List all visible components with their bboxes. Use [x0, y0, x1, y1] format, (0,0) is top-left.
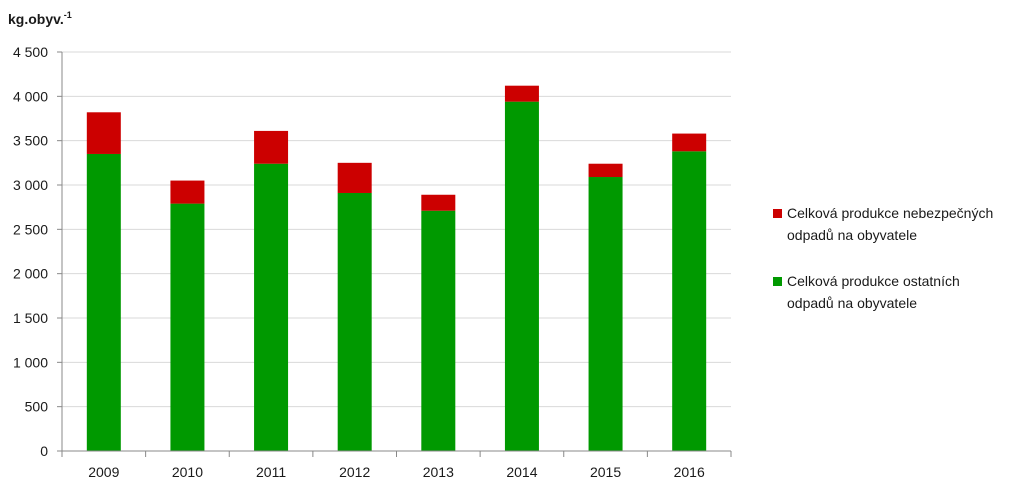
bar-hazardous-waste-2013 [421, 194, 456, 211]
bar-other-waste-2010 [170, 203, 205, 451]
x-tick-label: 2009 [88, 464, 119, 480]
bars [86, 85, 707, 452]
y-tick-label: 2 500 [13, 221, 48, 237]
bar-other-waste-2012 [337, 192, 372, 452]
bar-other-waste-2009 [86, 153, 121, 451]
y-tick-labels: 0 500 1 000 1 500 2 000 2 500 3 000 3 500 4 000 4… [13, 44, 48, 459]
y-tick-label: 2 000 [13, 266, 48, 282]
bar-hazardous-waste-2014 [504, 85, 539, 102]
gridlines [62, 51, 731, 408]
bar-hazardous-waste-2010 [170, 180, 205, 204]
x-tick-label: 2013 [423, 464, 454, 480]
bar-other-waste-2011 [254, 163, 289, 451]
bar-other-waste-2014 [504, 101, 539, 452]
legend-swatch [773, 277, 782, 286]
legend-label: Celková produkce nebezpečných [787, 205, 993, 221]
legend-label: Celková produkce ostatních [787, 273, 960, 289]
bar-other-waste-2013 [421, 210, 456, 451]
bar-hazardous-waste-2016 [672, 133, 707, 152]
x-tick-label: 2012 [339, 464, 370, 480]
legend: Celková produkce nebezpečných odpadů na o… [773, 205, 993, 311]
legend-label: odpadů na obyvatele [787, 227, 917, 243]
y-tick-label: 500 [25, 399, 49, 415]
bar-hazardous-waste-2009 [86, 112, 121, 154]
bar-hazardous-waste-2015 [588, 163, 623, 178]
legend-swatch [773, 209, 782, 218]
y-tick-label: 4 500 [13, 44, 48, 60]
x-tick-label: 2011 [256, 464, 286, 480]
bar-hazardous-waste-2011 [254, 130, 289, 164]
x-tick-label: 2014 [506, 464, 537, 480]
y-tick-label: 0 [40, 443, 48, 459]
y-tick-label: 3 000 [13, 177, 48, 193]
y-tick-label: 4 000 [13, 88, 48, 104]
x-tick-label: 2016 [674, 464, 705, 480]
bar-other-waste-2015 [588, 177, 623, 451]
x-tick-labels: 2009 2010 2011 2012 2013 2014 2015 2016 [88, 464, 705, 480]
axes [57, 51, 732, 457]
y-tick-label: 3 500 [13, 133, 48, 149]
x-tick-label: 2010 [172, 464, 203, 480]
y-tick-label: 1 000 [13, 354, 48, 370]
legend-label: odpadů na obyvatele [787, 295, 917, 311]
y-tick-label: 1 500 [13, 310, 48, 326]
y-axis-label: kg.obyv.-1 [8, 10, 72, 27]
x-tick-label: 2015 [590, 464, 621, 480]
bar-other-waste-2016 [672, 151, 707, 451]
bar-hazardous-waste-2012 [337, 162, 372, 193]
